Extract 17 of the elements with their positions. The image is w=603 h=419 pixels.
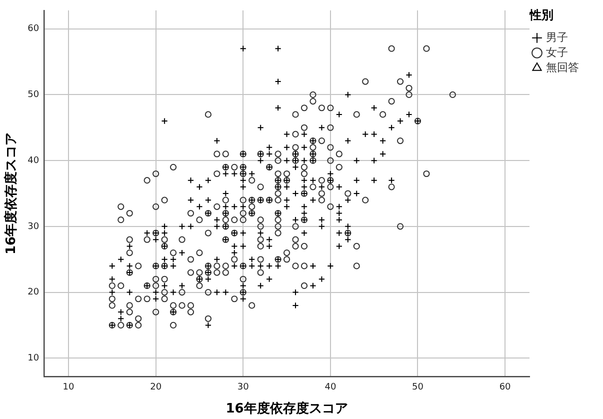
x-tick-label: 60 <box>499 382 512 392</box>
y-tick-label: 60 <box>28 24 40 34</box>
y-tick-label: 50 <box>28 90 40 100</box>
x-tick-label: 30 <box>237 382 250 392</box>
x-tick-label: 50 <box>412 382 424 392</box>
x-axis-title: 16年度依存度スコア <box>226 400 348 417</box>
y-tick-label: 20 <box>28 288 40 298</box>
legend-label: 無回答 <box>546 60 579 74</box>
x-tick-label: 10 <box>62 382 74 392</box>
y-axis-title: 16年度依存度スコア <box>3 132 20 255</box>
legend-label: 女子 <box>546 46 568 59</box>
y-tick-label: 30 <box>28 222 40 232</box>
legend-label: 男子 <box>546 30 568 44</box>
x-tick-label: 40 <box>324 382 336 392</box>
y-tick-label: 40 <box>28 156 40 166</box>
x-tick-label: 20 <box>150 382 162 392</box>
y-tick-label: 10 <box>28 354 40 364</box>
